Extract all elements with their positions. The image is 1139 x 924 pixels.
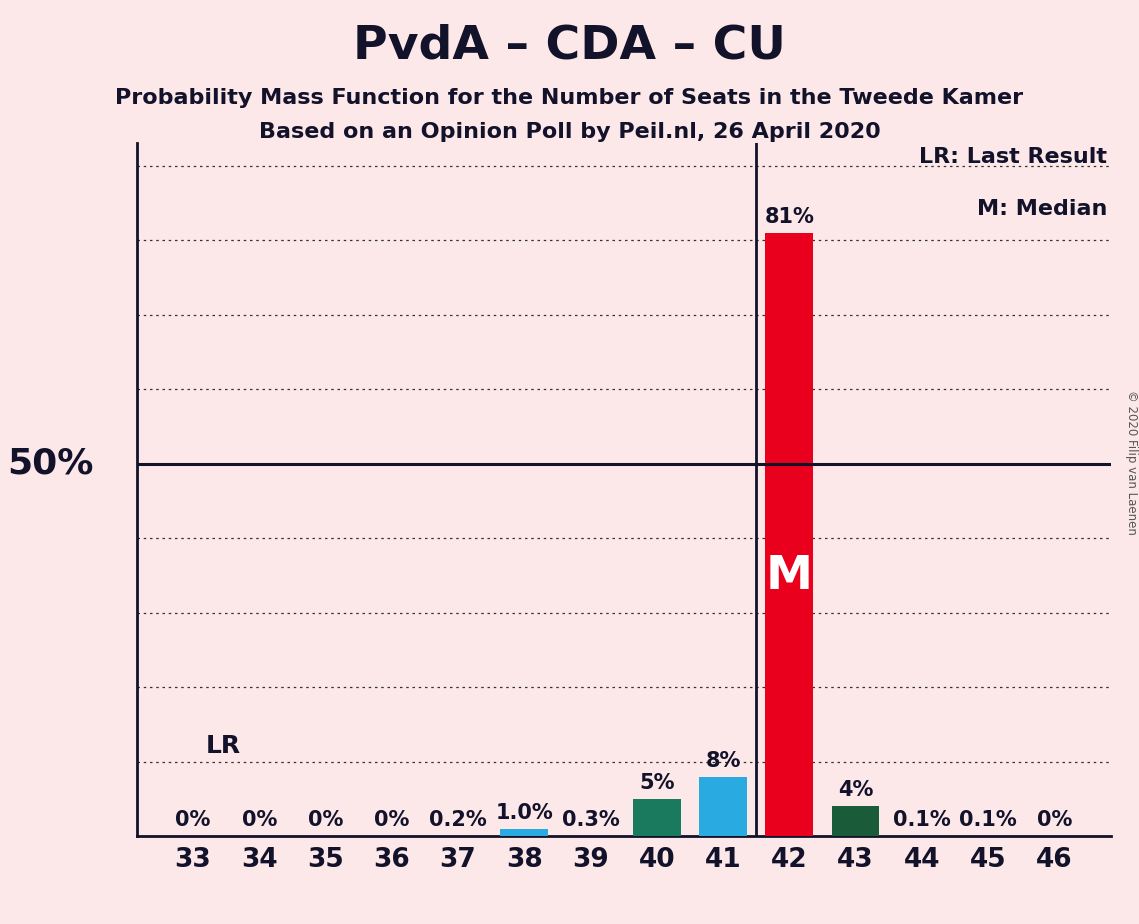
Text: 4%: 4% xyxy=(838,781,874,800)
Text: 0%: 0% xyxy=(374,810,409,831)
Bar xyxy=(699,776,747,836)
Text: 5%: 5% xyxy=(639,773,674,793)
Bar xyxy=(500,829,548,836)
Text: LR: Last Result: LR: Last Result xyxy=(919,147,1107,167)
Text: 0%: 0% xyxy=(308,810,343,831)
Text: © 2020 Filip van Laenen: © 2020 Filip van Laenen xyxy=(1124,390,1138,534)
Text: 0%: 0% xyxy=(241,810,277,831)
Bar xyxy=(765,233,813,836)
Bar xyxy=(633,799,681,836)
Text: Probability Mass Function for the Number of Seats in the Tweede Kamer: Probability Mass Function for the Number… xyxy=(115,88,1024,108)
Bar xyxy=(831,807,879,836)
Text: M: Median: M: Median xyxy=(977,199,1107,219)
Text: PvdA – CDA – CU: PvdA – CDA – CU xyxy=(353,23,786,68)
Text: M: M xyxy=(765,554,813,599)
Text: 0%: 0% xyxy=(175,810,211,831)
Text: LR: LR xyxy=(206,734,241,758)
Text: 1.0%: 1.0% xyxy=(495,803,554,822)
Text: Based on an Opinion Poll by Peil.nl, 26 April 2020: Based on an Opinion Poll by Peil.nl, 26 … xyxy=(259,122,880,142)
Text: 8%: 8% xyxy=(705,750,740,771)
Text: 81%: 81% xyxy=(764,207,814,226)
Text: 0.3%: 0.3% xyxy=(562,810,620,831)
Text: 0.1%: 0.1% xyxy=(959,810,1017,831)
Text: 50%: 50% xyxy=(7,446,93,480)
Text: 0%: 0% xyxy=(1036,810,1072,831)
Text: 0.1%: 0.1% xyxy=(893,810,951,831)
Text: 0.2%: 0.2% xyxy=(429,810,486,831)
